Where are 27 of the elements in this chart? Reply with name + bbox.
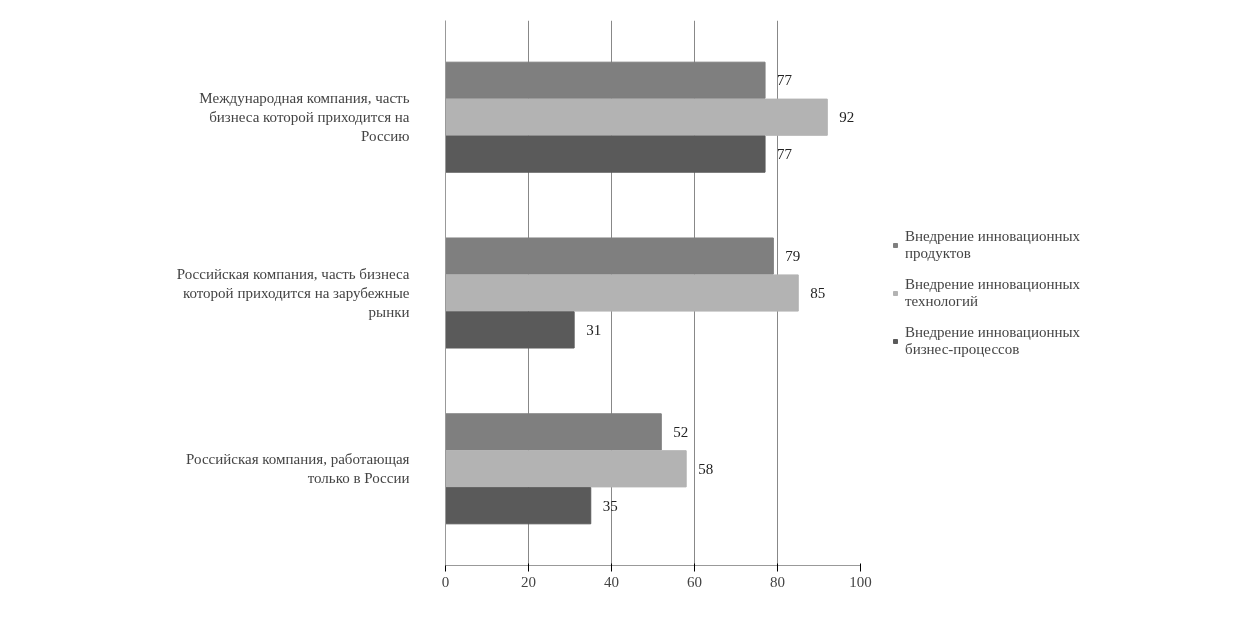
x-tick-label: 0 bbox=[441, 573, 450, 590]
data-label: 31 bbox=[586, 321, 602, 338]
data-label: 77 bbox=[777, 146, 793, 163]
bar bbox=[445, 311, 575, 349]
x-tick-label: 60 bbox=[687, 573, 702, 590]
x-tick-label: 80 bbox=[770, 573, 785, 590]
data-label: 52 bbox=[673, 423, 689, 440]
y-tick-label: Российская компания, работающая только в России bbox=[186, 451, 410, 487]
data-label: 85 bbox=[810, 285, 826, 301]
x-tick-label: 100 bbox=[849, 573, 872, 590]
legend-label: Внедрение инновационных бизнес-процессов bbox=[905, 323, 1081, 358]
data-label: 77 bbox=[777, 72, 793, 89]
data-label: 35 bbox=[602, 497, 618, 514]
data-label: 79 bbox=[785, 248, 801, 265]
y-tick-label: Международная компания, часть бизнеса которой приходится на Россию bbox=[199, 89, 410, 145]
legend-label: Внедрение инновационных технологий bbox=[905, 275, 1081, 310]
bar bbox=[445, 487, 592, 525]
x-tick-label: 40 bbox=[604, 573, 619, 590]
data-label: 58 bbox=[698, 460, 714, 477]
legend-label: Внедрение инновационных продуктов bbox=[905, 227, 1081, 262]
bar bbox=[445, 450, 687, 488]
bar bbox=[445, 274, 799, 312]
bar bbox=[445, 98, 828, 136]
y-tick-label: Российская компания, часть бизнеса которой приходится на зарубежные рынки bbox=[176, 265, 410, 321]
bar bbox=[445, 135, 766, 173]
data-label: 92 bbox=[839, 109, 855, 126]
x-tick-label: 20 bbox=[521, 573, 536, 590]
